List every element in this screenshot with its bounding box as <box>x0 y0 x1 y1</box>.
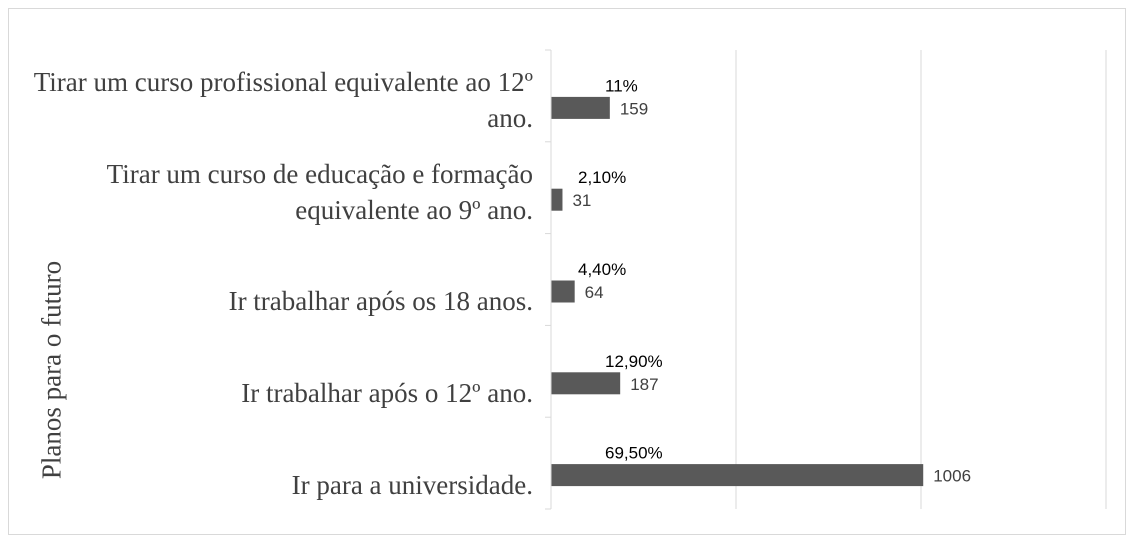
percent-label: 11% <box>605 76 638 95</box>
percent-label: 2,10% <box>578 168 626 187</box>
value-label: 159 <box>620 99 648 118</box>
value-label: 31 <box>572 191 591 210</box>
category-label: Tirar um curso profissional equivalente … <box>21 50 533 136</box>
bar <box>551 464 924 487</box>
category-text: Ir trabalhar após os 18 anos. <box>228 286 533 317</box>
value-label: 187 <box>630 375 658 394</box>
category-label: Ir trabalhar após os 18 anos. <box>21 234 533 320</box>
category-label: Tirar um curso de educação e formação eq… <box>21 142 533 228</box>
value-label: 1006 <box>933 467 971 486</box>
chart-frame <box>8 8 1126 535</box>
percent-label: 69,50% <box>605 444 663 463</box>
category-text: Tirar um curso de educação e formação eq… <box>106 158 533 225</box>
bar <box>551 188 563 211</box>
bar <box>551 280 575 303</box>
bar <box>551 372 621 395</box>
bar <box>551 96 610 119</box>
category-label: Ir trabalhar após o 12º ano. <box>21 325 533 411</box>
value-label: 64 <box>585 283 604 302</box>
category-text: Ir trabalhar após o 12º ano. <box>241 378 533 409</box>
category-label: Ir para a universidade. <box>21 417 533 503</box>
category-text: Ir para a universidade. <box>291 469 533 500</box>
percent-label: 4,40% <box>578 260 626 279</box>
percent-label: 12,90% <box>605 352 663 371</box>
category-text: Tirar um curso profissional equivalente … <box>33 66 533 133</box>
